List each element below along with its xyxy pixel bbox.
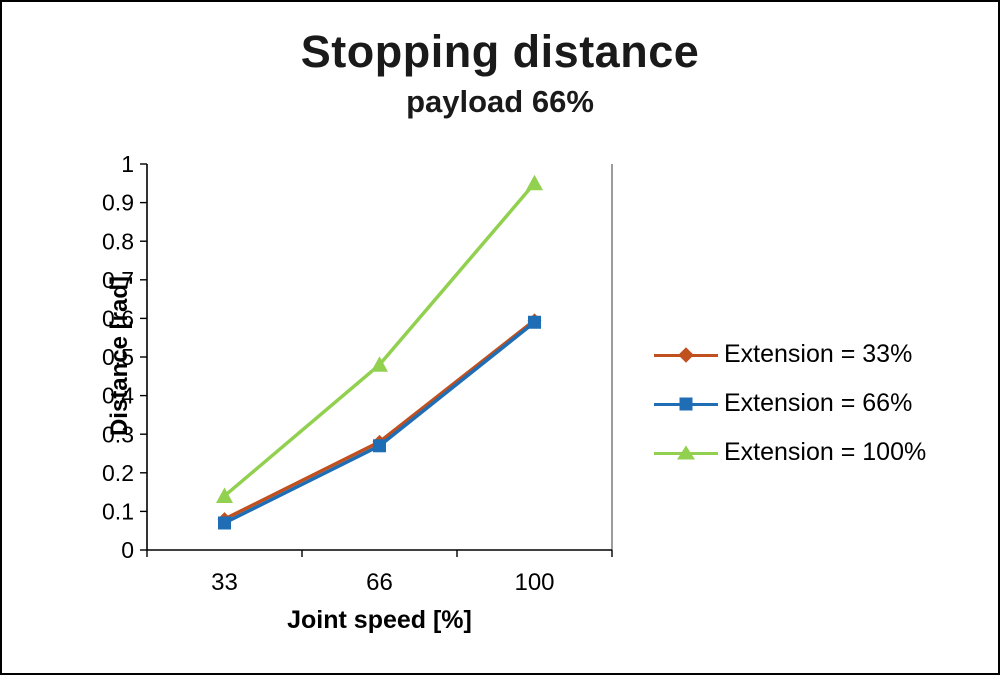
- marker-square: [373, 439, 386, 453]
- series-line-0: [222, 318, 537, 521]
- x-axis-title: Joint speed [%]: [287, 606, 472, 634]
- y-tick-label: 0.3: [102, 421, 134, 447]
- legend-marker-diamond-icon: [678, 346, 694, 363]
- marker-square: [528, 315, 541, 329]
- series-line-1: [222, 320, 537, 525]
- marker-triangle: [216, 487, 233, 503]
- legend-marker-square-icon: [679, 397, 693, 410]
- legend-item-1: Extension = 66%: [654, 389, 926, 418]
- legend: Extension = 33% Extension = 66% Extension …: [654, 340, 926, 467]
- chart-title: Stopping distance: [300, 26, 700, 77]
- x-tick-label: 33: [211, 569, 238, 596]
- y-tick-label: 1: [121, 151, 134, 177]
- x-tick-label: 100: [514, 569, 554, 596]
- legend-swatch: [654, 344, 718, 366]
- y-tick-label: 0: [121, 537, 134, 563]
- y-tick-label: 0.8: [102, 228, 134, 254]
- legend-swatch: [654, 393, 718, 415]
- y-tick-label: 0.2: [102, 460, 134, 486]
- legend-item-0: Extension = 33%: [654, 340, 926, 369]
- legend-label: Extension = 33%: [724, 340, 913, 368]
- x-tick-label: 66: [366, 569, 393, 596]
- legend-swatch: [654, 442, 718, 464]
- y-axis-title: Distance [rad]: [106, 275, 133, 437]
- legend-label: Extension = 100%: [724, 438, 927, 466]
- legend-item-2: Extension = 100%: [654, 438, 926, 467]
- y-tick-label: 0.5: [102, 344, 134, 370]
- legend-marker-triangle-icon: [677, 444, 695, 459]
- y-tick-label: 0.7: [102, 267, 134, 293]
- marker-triangle: [526, 174, 543, 191]
- marker-triangle: [371, 356, 388, 372]
- chart-subtitle: payload 66%: [406, 84, 594, 119]
- y-tick-label: 0.1: [102, 498, 134, 524]
- legend-label: Extension = 66%: [724, 389, 913, 417]
- y-tick-label: 0.6: [102, 305, 134, 331]
- y-tick-label: 0.4: [102, 383, 134, 409]
- marker-square: [218, 516, 231, 530]
- y-tick-label: 0.9: [102, 190, 134, 216]
